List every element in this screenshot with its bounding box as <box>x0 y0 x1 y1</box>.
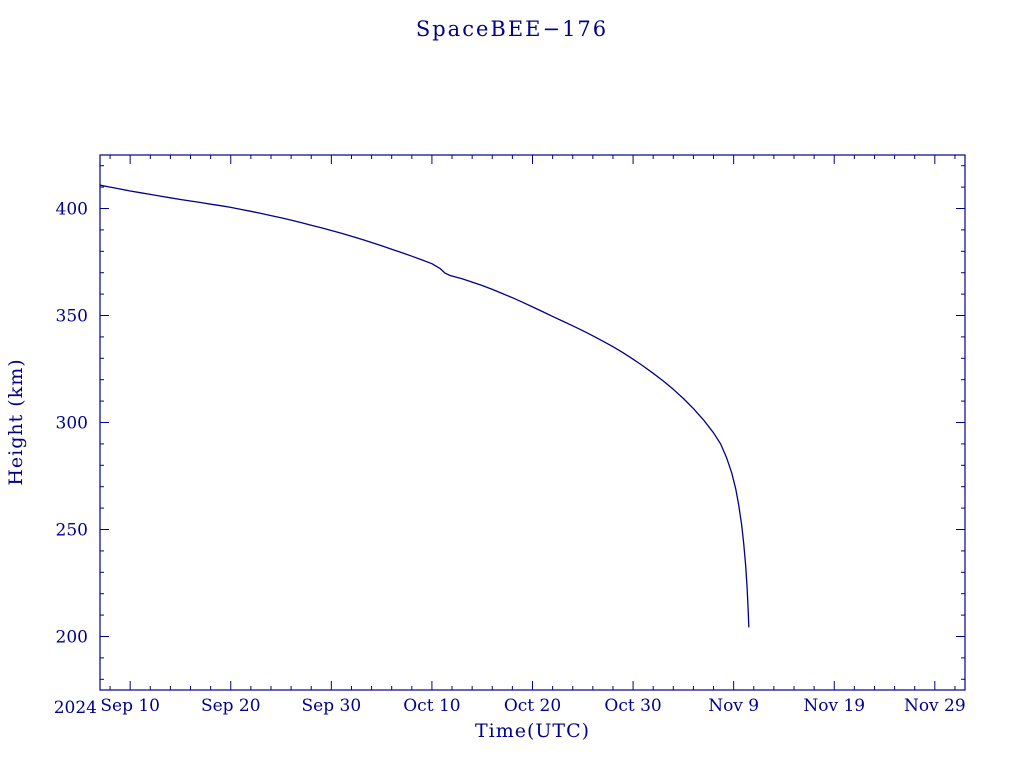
x-axis-label: Time(UTC) <box>474 720 591 742</box>
x-tick-label: Sep 10 <box>100 696 160 716</box>
chart-title: SpaceBEE−176 <box>415 17 609 41</box>
plot-frame <box>99 154 966 691</box>
x-tick-label: Sep 20 <box>201 696 261 716</box>
y-tick-label: 200 <box>56 628 88 648</box>
y-tick-label: 350 <box>56 307 88 327</box>
x-tick-label: Nov 9 <box>708 696 759 716</box>
x-tick-label: Nov 29 <box>904 696 966 716</box>
x-tick-label: Sep 30 <box>302 696 362 716</box>
x-tick-label: Oct 30 <box>604 696 661 716</box>
x-tick-label: Nov 19 <box>803 696 865 716</box>
height-decay-curve <box>99 184 750 628</box>
y-tick-label: 300 <box>56 414 88 434</box>
x-tick-label: Oct 10 <box>403 696 460 716</box>
x-tick-label: Oct 20 <box>504 696 561 716</box>
x-axis-year-label: 2024 <box>53 698 97 718</box>
y-tick-label: 250 <box>56 521 88 541</box>
y-tick-label: 400 <box>56 200 88 220</box>
